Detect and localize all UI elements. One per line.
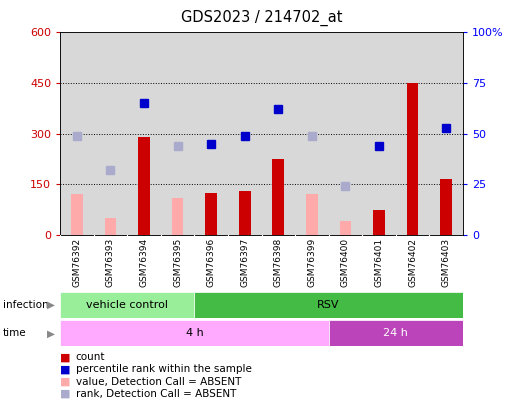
Text: infection: infection [3, 300, 48, 310]
Text: 24 h: 24 h [383, 328, 408, 338]
Text: GSM76398: GSM76398 [274, 238, 283, 287]
Text: GSM76399: GSM76399 [308, 238, 316, 287]
Text: time: time [3, 328, 26, 338]
Bar [339, 222, 351, 235]
Bar [195, 292, 463, 318]
Bar [373, 210, 385, 235]
Bar [60, 320, 328, 346]
Bar [306, 194, 317, 235]
Bar [239, 191, 251, 235]
Text: ■: ■ [60, 352, 71, 362]
Text: GSM76400: GSM76400 [341, 238, 350, 287]
Text: ■: ■ [60, 377, 71, 386]
Text: vehicle control: vehicle control [86, 300, 168, 310]
Text: GSM76396: GSM76396 [207, 238, 215, 287]
Text: GDS2023 / 214702_at: GDS2023 / 214702_at [181, 10, 342, 26]
Text: ▶: ▶ [47, 328, 55, 338]
Bar [60, 292, 195, 318]
Text: value, Detection Call = ABSENT: value, Detection Call = ABSENT [76, 377, 241, 386]
Text: GSM76403: GSM76403 [441, 238, 451, 287]
Text: GSM76392: GSM76392 [72, 238, 82, 287]
Text: ▶: ▶ [47, 300, 55, 310]
Bar [71, 194, 83, 235]
Text: RSV: RSV [317, 300, 340, 310]
Bar [440, 179, 452, 235]
Bar [172, 198, 184, 235]
Text: GSM76401: GSM76401 [374, 238, 383, 287]
Bar [272, 159, 284, 235]
Text: percentile rank within the sample: percentile rank within the sample [76, 364, 252, 374]
Text: GSM76402: GSM76402 [408, 238, 417, 287]
Text: count: count [76, 352, 105, 362]
Bar [138, 137, 150, 235]
Text: ■: ■ [60, 389, 71, 399]
Text: GSM76395: GSM76395 [173, 238, 182, 287]
Bar [407, 83, 418, 235]
Text: GSM76394: GSM76394 [140, 238, 149, 287]
Text: GSM76393: GSM76393 [106, 238, 115, 287]
Bar [328, 320, 463, 346]
Bar [206, 193, 217, 235]
Bar [105, 218, 116, 235]
Text: 4 h: 4 h [186, 328, 203, 338]
Text: GSM76397: GSM76397 [240, 238, 249, 287]
Text: ■: ■ [60, 364, 71, 374]
Text: rank, Detection Call = ABSENT: rank, Detection Call = ABSENT [76, 389, 236, 399]
